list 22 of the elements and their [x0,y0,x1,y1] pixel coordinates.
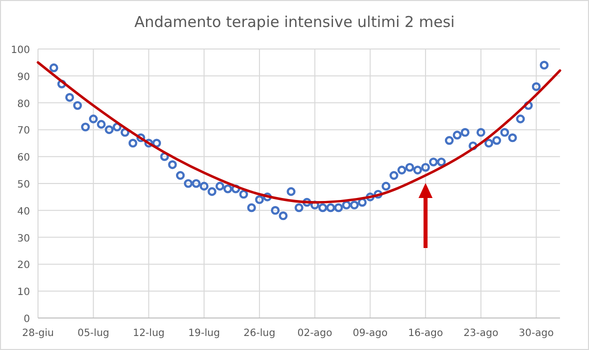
x-tick-label: 30-ago [518,328,554,339]
y-tick-label: 0 [24,314,30,325]
y-tick-label: 50 [17,180,30,190]
x-tick-label: 12-lug [132,328,165,339]
x-tick-label: 02-ago [297,328,332,339]
y-tick-label: 90 [17,72,30,83]
y-tick-label: 70 [17,126,30,137]
y-tick-label: 60 [17,152,30,164]
x-tick-label: 26-lug [244,328,276,339]
x-tick-label: 16-ago [408,328,444,339]
x-tick-label: 09-ago [352,328,388,339]
x-tick-label: 28-giu [22,328,54,339]
x-tick-label: 19-lug [188,328,220,339]
x-tick-label: 23-ago [463,328,498,339]
y-tick-label: 30 [17,233,30,244]
y-tick-label: 100 [10,45,30,56]
x-tick-label: 05-lug [77,328,110,339]
y-tick-label: 40 [17,206,30,218]
y-tick-label: 80 [17,98,30,110]
y-tick-label: 10 [17,287,30,298]
chart-title: Andamento terapie intensive ultimi 2 mesi [134,13,455,31]
y-tick-label: 20 [17,260,30,272]
